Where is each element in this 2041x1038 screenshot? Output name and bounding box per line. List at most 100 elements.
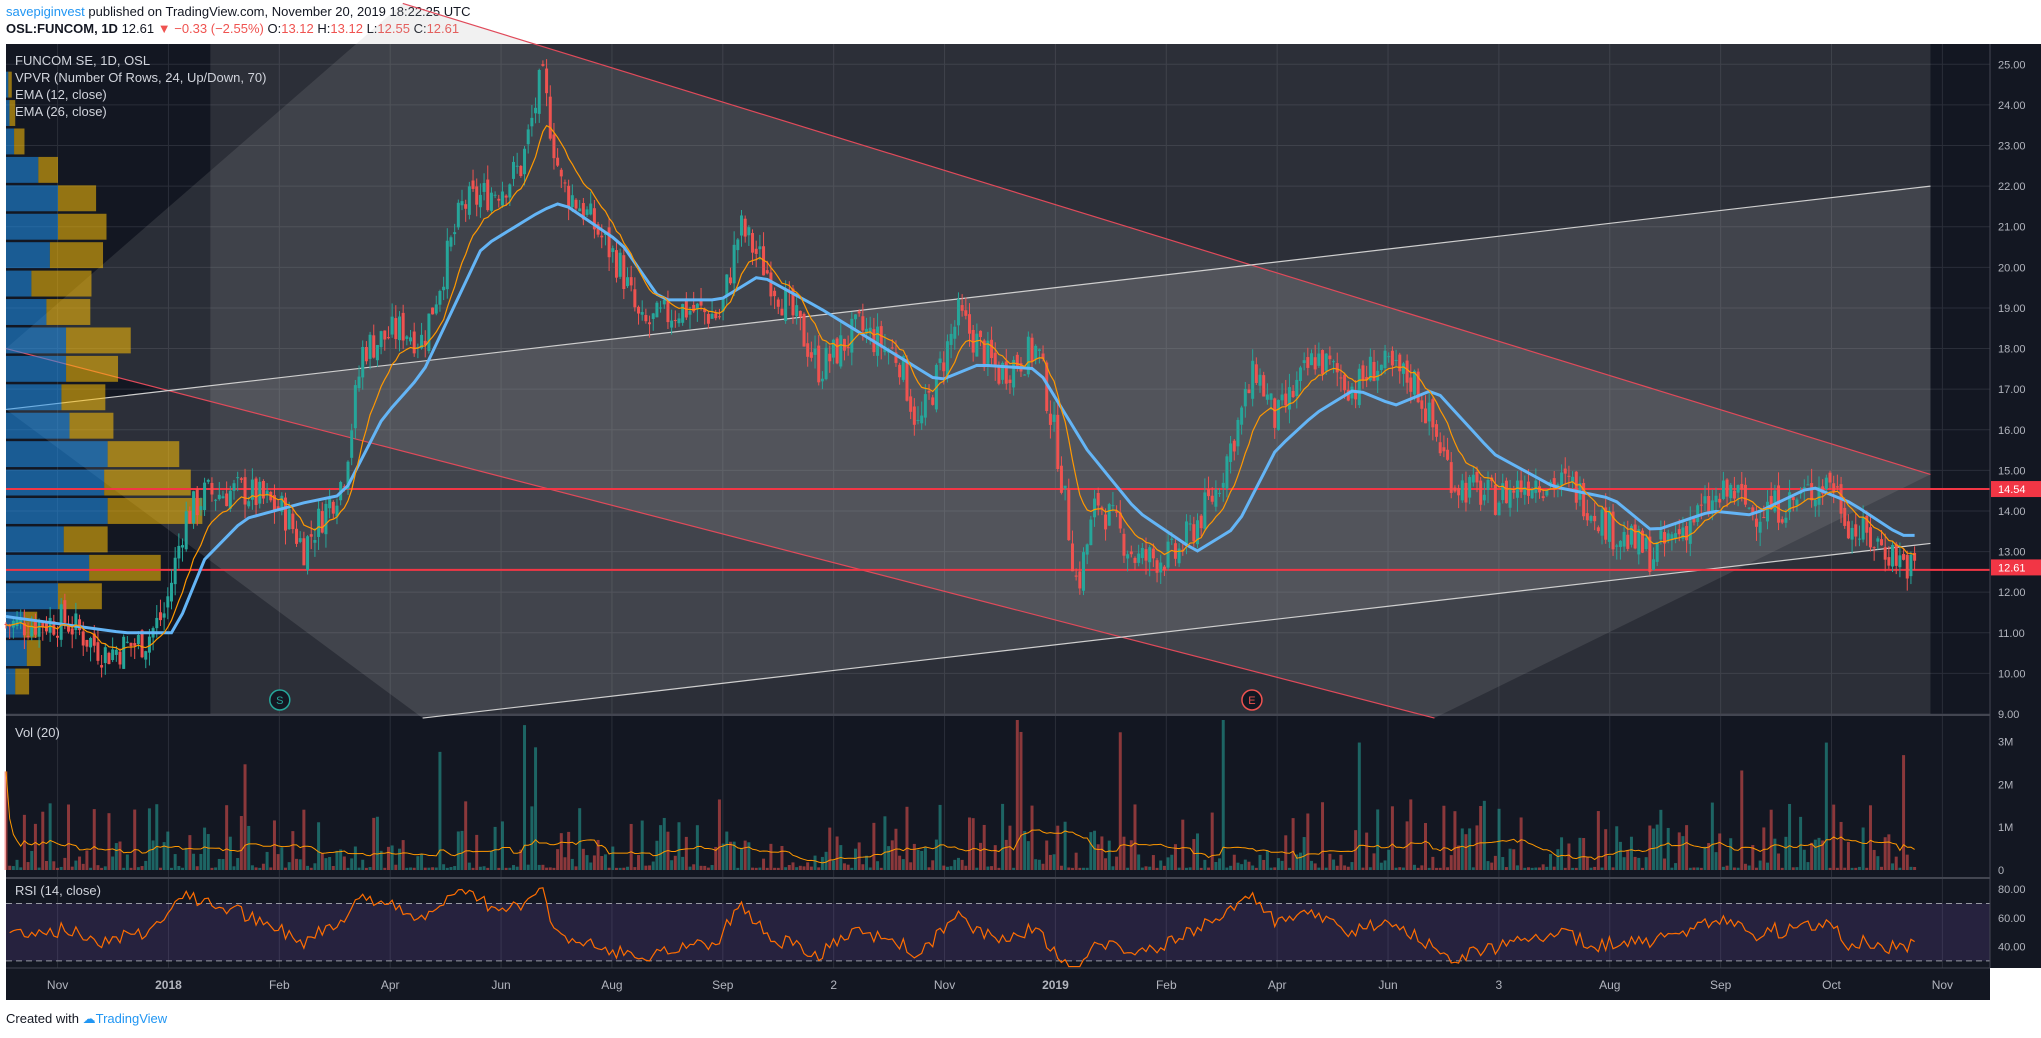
candle-body: [857, 311, 861, 314]
horizontal-lines[interactable]: [6, 488, 1990, 571]
candle-body: [1486, 479, 1490, 490]
volume-bar: [717, 799, 721, 870]
volume-bar: [938, 804, 942, 870]
volume-bar: [879, 867, 883, 870]
symbol-line: OSL:FUNCOM, 1D 12.61 ▼ −0.33 (−2.55%) O:…: [6, 20, 470, 37]
candle-body: [1861, 516, 1865, 540]
vpvr-down-bar: [66, 327, 131, 354]
volume-bar: [1508, 848, 1512, 870]
candle-body: [655, 302, 659, 318]
volume-bar: [637, 854, 641, 870]
candle-body: [776, 299, 780, 307]
vpvr-up-bar: [6, 156, 39, 183]
candle-body: [74, 613, 78, 631]
candle-body: [478, 194, 482, 208]
candle-body: [427, 313, 431, 352]
vpvr-up-bar: [6, 213, 58, 240]
candle-body: [754, 248, 758, 254]
volume-bar: [1390, 806, 1394, 870]
price-label-text: 14.54: [1998, 484, 2026, 496]
volume-bar: [423, 867, 427, 870]
volume-bar: [1427, 867, 1431, 870]
volume-bar: [1115, 856, 1119, 870]
chart-header: savepiginvest published on TradingView.c…: [6, 3, 470, 37]
candle-body: [228, 490, 232, 509]
candle-body: [1221, 482, 1225, 488]
candle-body: [545, 68, 549, 94]
candle-body: [375, 344, 379, 361]
event-marker[interactable]: [1241, 689, 1263, 711]
volume-bar: [1460, 828, 1464, 870]
candle-body: [272, 495, 276, 511]
volume-bar: [1111, 866, 1115, 870]
legend-ema12[interactable]: EMA (12, close): [15, 87, 107, 102]
legend-vpvr[interactable]: VPVR (Number Of Rows, 24, Up/Down, 70): [15, 70, 266, 85]
time-tick-label: Feb: [269, 978, 290, 992]
candle-body: [1479, 480, 1483, 505]
candle-body: [1508, 488, 1512, 508]
volume-bar: [1225, 867, 1229, 870]
legend-volume[interactable]: Vol (20): [15, 725, 60, 740]
candle-body: [1298, 367, 1302, 382]
candle-body: [530, 117, 534, 127]
candle-body: [997, 365, 1001, 384]
volume-bar: [1276, 858, 1280, 870]
volume-bar: [1880, 866, 1884, 870]
candle-body: [1173, 543, 1177, 559]
candle-body: [1045, 362, 1049, 412]
channel-fill: [210, 44, 1931, 714]
candle-body: [405, 336, 409, 339]
event-marker[interactable]: [269, 689, 291, 711]
volume-bar: [1287, 867, 1291, 870]
author-link[interactable]: savepiginvest: [6, 4, 85, 19]
volume-bar: [1008, 825, 1012, 870]
volume-bar: [1137, 854, 1141, 870]
volume-bar: [648, 865, 652, 870]
volume-bar: [1732, 867, 1736, 870]
candle-body: [629, 277, 633, 286]
symbol-label[interactable]: OSL:FUNCOM, 1D: [6, 21, 118, 36]
candle-body: [791, 288, 795, 316]
candle-body: [1100, 507, 1104, 509]
candle-body: [1162, 566, 1166, 571]
volume-bar: [493, 826, 497, 870]
vpvr-down-bar: [61, 384, 106, 411]
volume-bar: [1913, 866, 1917, 870]
candle-body: [239, 478, 243, 480]
tradingview-link[interactable]: TradingView: [95, 1011, 168, 1026]
vpvr-down-bar: [31, 270, 92, 297]
volume-bar: [1207, 867, 1211, 870]
candle-body: [177, 545, 181, 559]
legend-ema26[interactable]: EMA (26, close): [15, 104, 107, 119]
volume-bar: [203, 827, 207, 870]
volume-bar: [622, 867, 626, 870]
candle-body: [511, 161, 515, 179]
volume-bar: [250, 865, 254, 870]
candle-body: [357, 376, 361, 389]
volume-bar: [857, 842, 861, 870]
candle-body: [960, 305, 964, 311]
volume-bar: [133, 809, 137, 870]
legend-rsi[interactable]: RSI (14, close): [15, 883, 101, 898]
volume-bar: [228, 836, 232, 870]
volume-bar: [335, 850, 339, 870]
time-tick-label: 2018: [155, 978, 182, 992]
volume-bar: [920, 850, 924, 870]
volume-bar: [89, 867, 93, 870]
volume-bar: [1387, 849, 1391, 870]
volume-bar: [1048, 854, 1052, 870]
volume-bar: [1861, 827, 1865, 870]
candle-body: [1549, 481, 1553, 485]
volume-bar: [1361, 867, 1365, 870]
candle-body: [736, 239, 740, 251]
volume-bar: [280, 847, 284, 870]
volume-bar: [236, 858, 240, 870]
channel-drawings[interactable]: [5, 2, 1931, 719]
rsi-band: [6, 903, 1990, 961]
candle-body: [1166, 541, 1170, 568]
volume-bar: [372, 817, 376, 870]
volume-bar: [1868, 805, 1872, 870]
candle-body: [1589, 515, 1593, 521]
